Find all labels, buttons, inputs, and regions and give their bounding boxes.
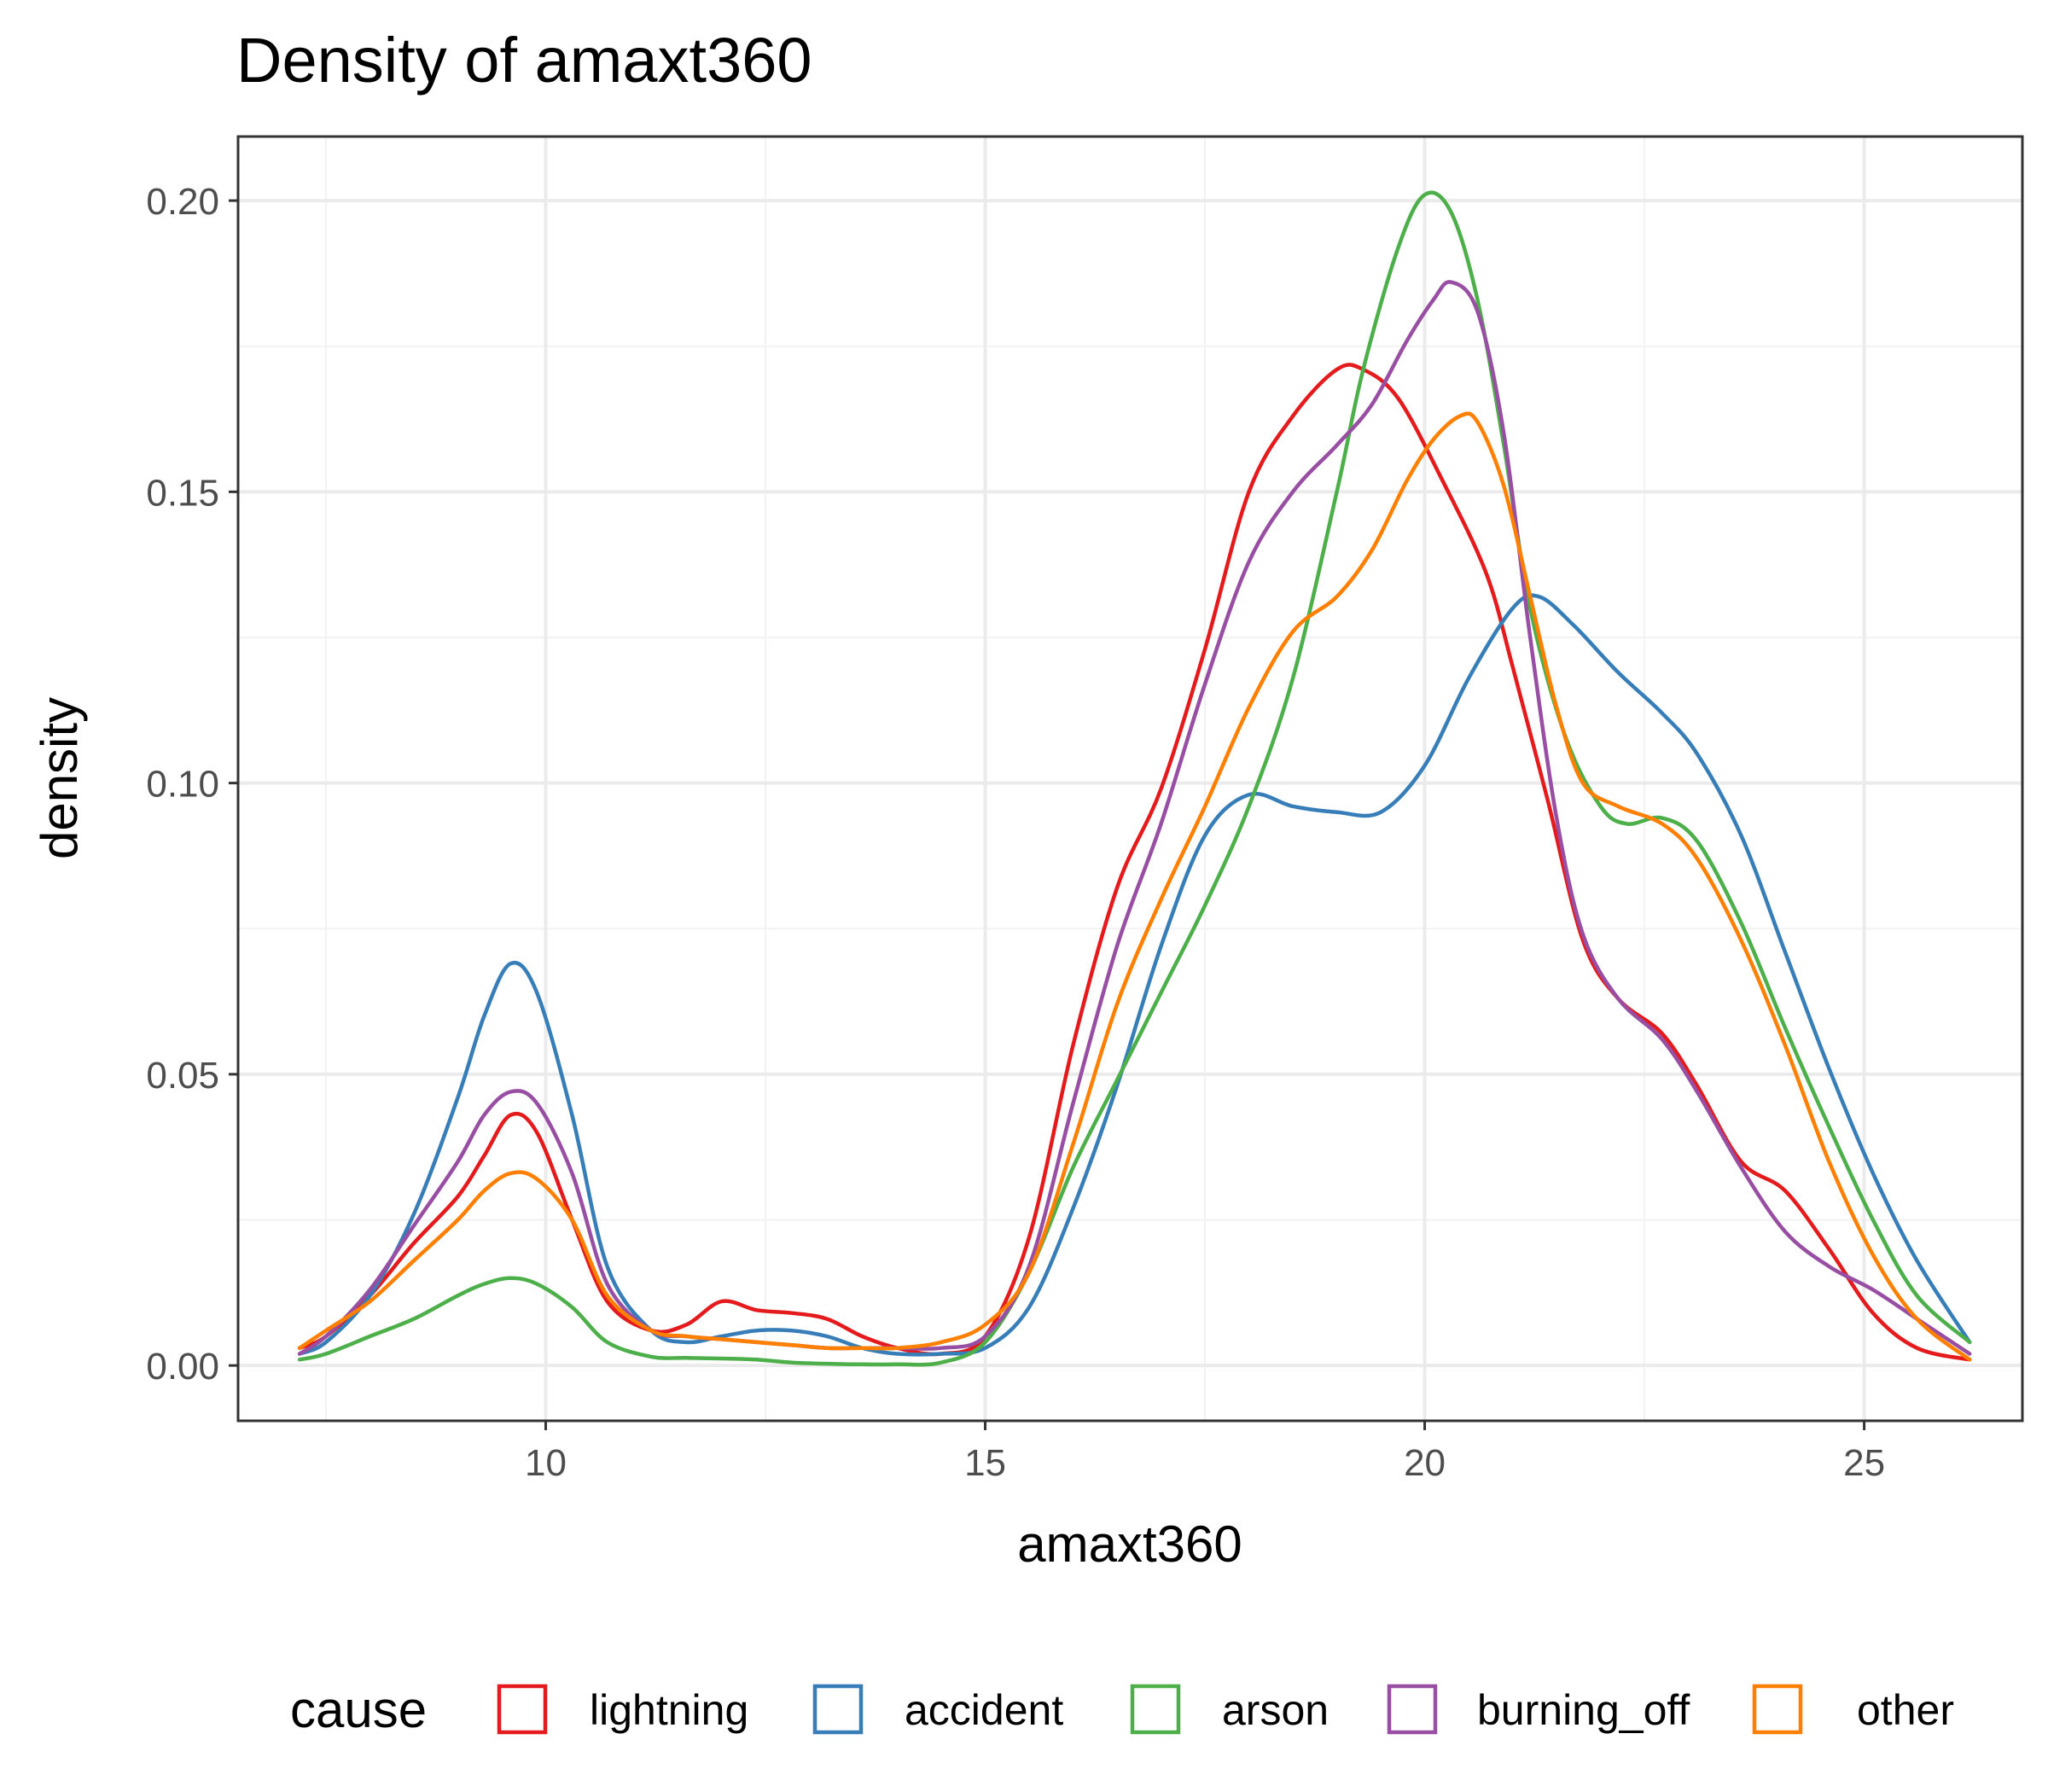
legend-key-burning_off xyxy=(1387,1684,1438,1735)
legend: cause lightning accident arson burning_off ot… xyxy=(290,1681,1954,1738)
legend-key-accident xyxy=(812,1684,864,1735)
series-line-lightning xyxy=(297,363,1972,1362)
series-line-arson xyxy=(297,190,1972,1367)
x-tick-label: 20 xyxy=(1404,1442,1446,1484)
y-tick-label: 0.20 xyxy=(146,181,219,223)
y-tick-label: 0.05 xyxy=(146,1055,219,1097)
x-tick-label: 10 xyxy=(525,1442,567,1484)
series-line-other xyxy=(297,411,1972,1362)
x-tick-label: 25 xyxy=(1843,1442,1885,1484)
y-tick-label: 0.15 xyxy=(146,472,219,514)
chart-title: Density of amaxt360 xyxy=(236,25,812,96)
legend-key-other xyxy=(1752,1684,1803,1735)
x-axis-title: amaxt360 xyxy=(1017,1516,1242,1573)
axis-layer: 10 15 20 25 0.00 0.05 0.10 0.15 0.20 xyxy=(146,181,1885,1484)
x-tick-label: 15 xyxy=(964,1442,1006,1484)
legend-title: cause xyxy=(290,1681,427,1738)
series-line-burning_off xyxy=(297,280,1972,1356)
legend-label-accident: accident xyxy=(905,1686,1063,1734)
legend-label-lightning: lightning xyxy=(590,1686,748,1734)
panel-border xyxy=(236,135,2024,1423)
series-line-accident xyxy=(297,593,1972,1357)
legend-key-arson xyxy=(1130,1684,1181,1735)
legend-label-burning_off: burning_off xyxy=(1477,1686,1690,1734)
y-axis-title: density xyxy=(31,697,88,859)
y-tick-label: 0.00 xyxy=(146,1346,219,1388)
legend-label-arson: arson xyxy=(1222,1686,1329,1734)
legend-key-lightning xyxy=(497,1684,548,1735)
legend-label-other: other xyxy=(1857,1686,1954,1734)
series-layer xyxy=(297,190,1972,1367)
grid-layer xyxy=(238,137,2022,1421)
y-tick-label: 0.10 xyxy=(146,764,219,806)
